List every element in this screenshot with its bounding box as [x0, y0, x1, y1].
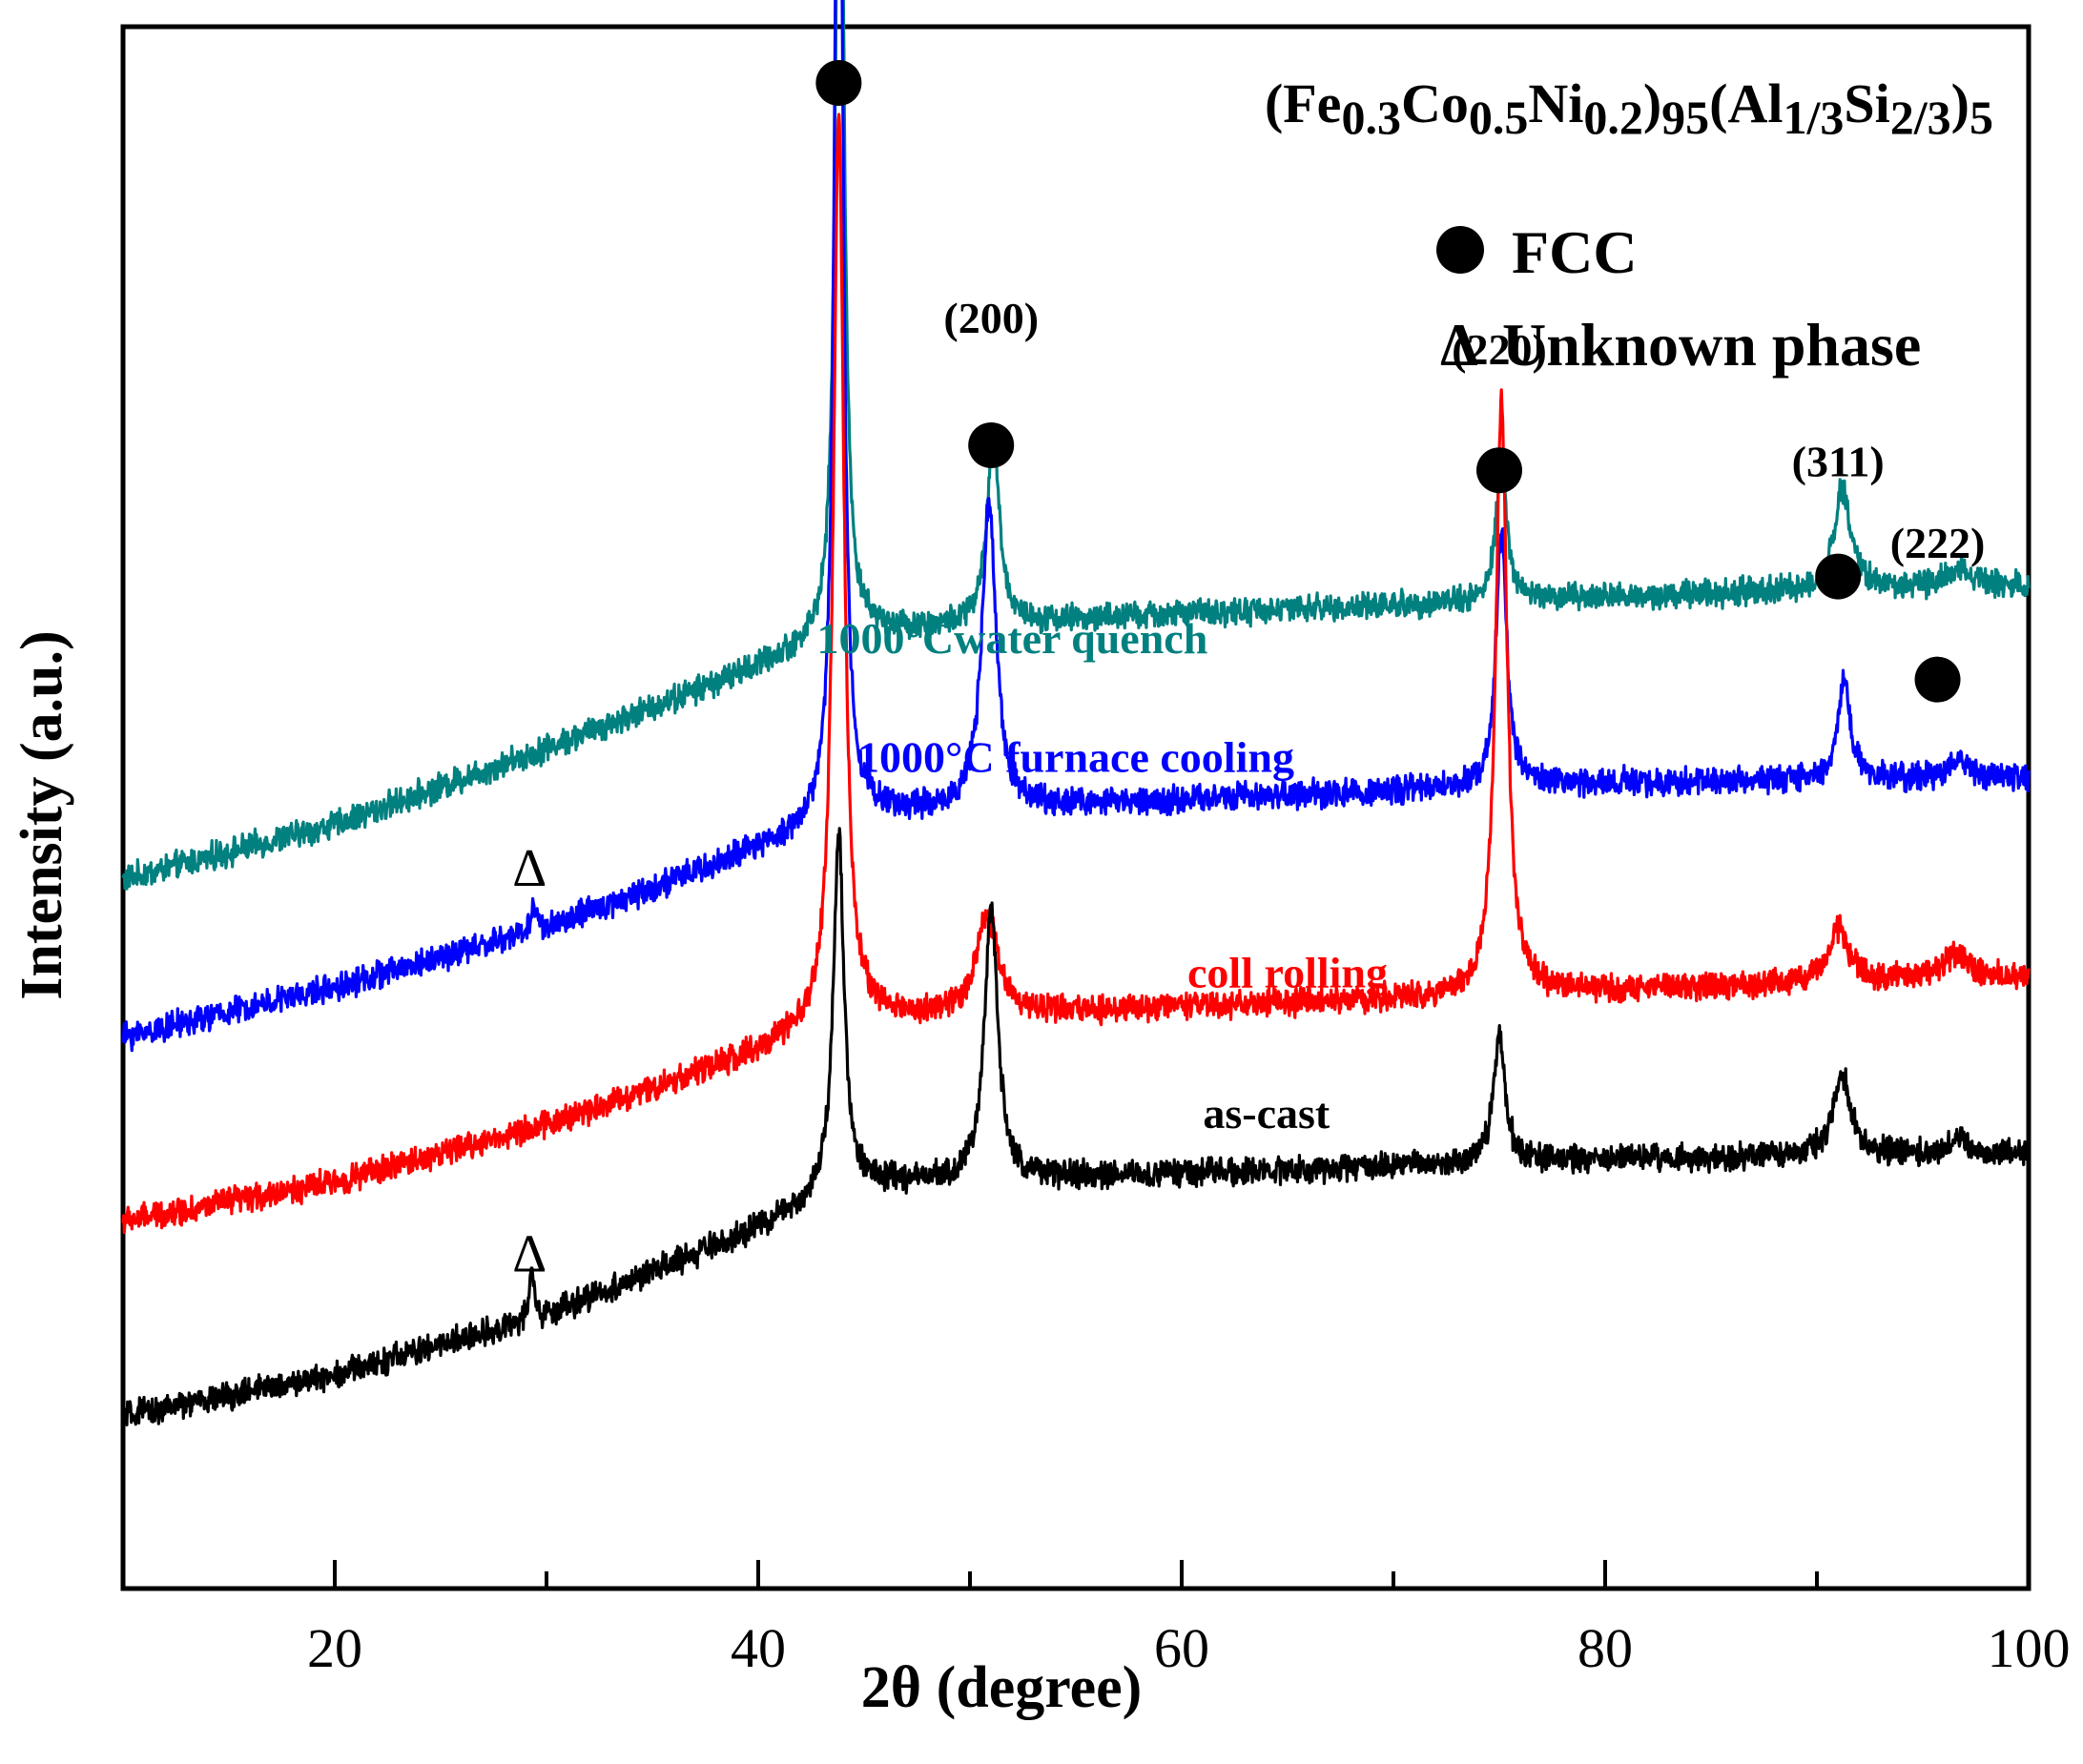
- fcc-peak-marker: [1476, 447, 1522, 494]
- series-label: 1000°C furnace cooling: [857, 732, 1294, 781]
- x-tick-label: 20: [307, 1617, 362, 1679]
- chart-title: (Fe0.3Co0.5Ni0.2)95(Al1/3Si2/3)5: [1265, 72, 1993, 144]
- series-label: as-cast: [1203, 1089, 1330, 1138]
- fcc-peak-marker: [968, 421, 1015, 468]
- plot-frame: [120, 24, 2031, 1591]
- peak-label: (220): [1452, 325, 1547, 374]
- x-tick-label: 80: [1578, 1617, 1633, 1679]
- series-line: [121, 113, 2031, 1234]
- unknown-phase-mark: Δ: [512, 839, 547, 898]
- x-tick-label: 100: [1988, 1617, 2071, 1679]
- y-axis-title: Intensity (a.u.): [10, 630, 74, 1000]
- series-line: [121, 0, 2031, 891]
- series-group: [121, 0, 2031, 1426]
- legend-unknown-symbol: Δ: [1440, 311, 1478, 379]
- annotations: (111)(200)(220)(311)(222)1000°Cwater que…: [512, 59, 1986, 1283]
- peak-label: (222): [1890, 519, 1986, 567]
- series-line: [121, 827, 2031, 1426]
- x-tick-label: 60: [1154, 1617, 1209, 1679]
- peak-label: (200): [943, 294, 1039, 342]
- x-axis-ticks: 20 40 60 80 100: [307, 1560, 2071, 1679]
- legend-fcc-marker: [1436, 226, 1484, 274]
- legend-unknown-label: Unknown phase: [1502, 311, 1921, 379]
- legend: FCC Δ Unknown phase: [1436, 218, 1921, 379]
- series-line: [121, 0, 2031, 1053]
- x-axis-title: 2θ (degree): [861, 1655, 1143, 1720]
- fcc-peak-marker: [815, 59, 862, 106]
- unknown-phase-mark: Δ: [512, 1224, 547, 1283]
- fcc-peak-marker: [1815, 553, 1862, 600]
- series-label: coll rolling: [1187, 948, 1388, 996]
- series-label: 1000°Cwater quench: [816, 614, 1207, 663]
- peak-label: (311): [1792, 438, 1885, 486]
- fcc-peak-marker: [1914, 656, 1961, 703]
- legend-fcc-label: FCC: [1512, 218, 1638, 286]
- x-tick-label: 40: [731, 1617, 786, 1679]
